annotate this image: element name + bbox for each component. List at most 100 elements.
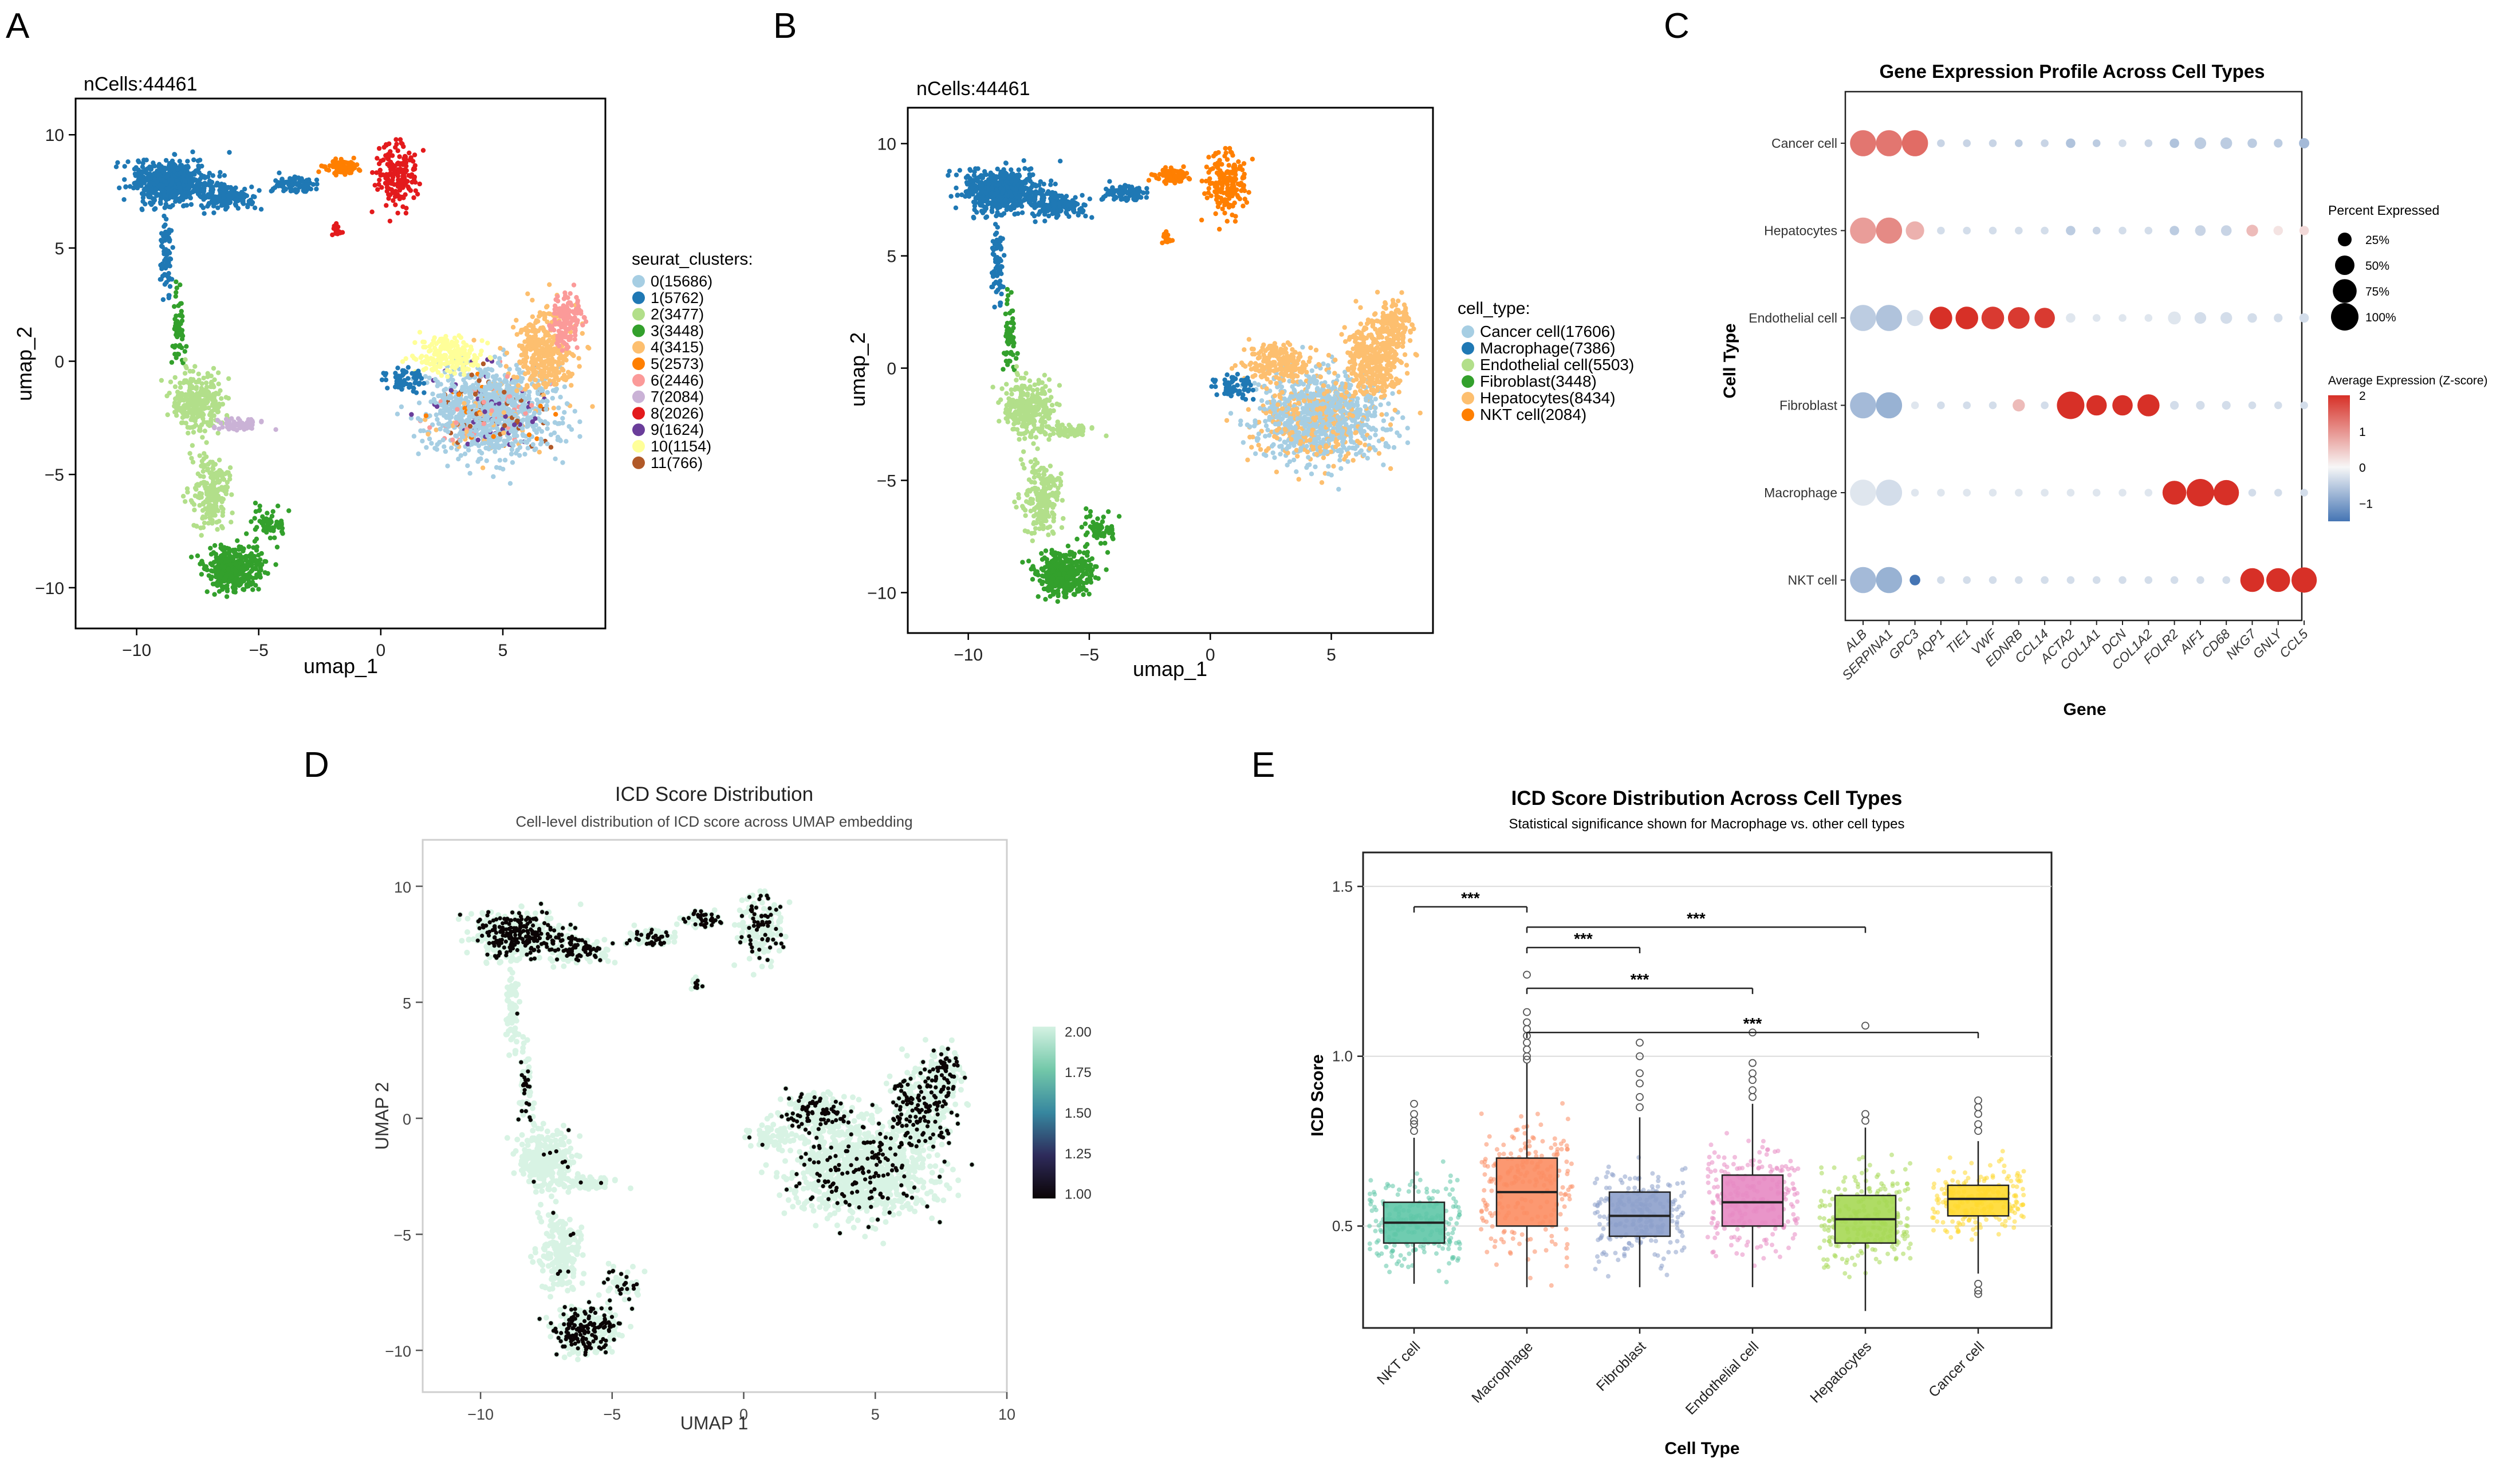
cluster-point [338, 156, 344, 162]
cluster-point [436, 351, 442, 356]
cluster-point [479, 388, 484, 393]
cluster-point [520, 432, 525, 437]
celltype-point [1012, 201, 1017, 207]
celltype-point [985, 201, 991, 207]
cluster-point [220, 552, 225, 558]
cluster-point [428, 399, 434, 404]
cluster-point [556, 359, 561, 364]
cluster-point [281, 184, 286, 190]
cluster-point [250, 567, 255, 572]
cluster-point [400, 373, 405, 378]
cluster-point [196, 163, 201, 168]
cluster-point [569, 427, 574, 432]
cluster-point [208, 576, 214, 581]
cluster-point [301, 186, 306, 192]
cluster-point [527, 322, 533, 327]
cluster-point [522, 451, 527, 457]
cluster-point [182, 371, 188, 376]
cluster-point [483, 386, 488, 391]
cluster-point [574, 345, 580, 350]
cluster-point [513, 431, 518, 437]
cluster-point [528, 375, 533, 380]
cluster-point [203, 515, 208, 520]
cluster-point [393, 202, 398, 207]
cluster-point [497, 377, 502, 382]
cluster-point [196, 170, 202, 175]
celltype-point [990, 205, 995, 210]
cluster-point [526, 432, 532, 438]
cluster-point [510, 460, 515, 465]
cluster-point [148, 180, 153, 186]
celltype-point [1213, 211, 1218, 217]
cluster-point [170, 164, 176, 169]
cluster-point [444, 360, 450, 366]
cluster-point [560, 314, 565, 319]
cluster-point [153, 206, 158, 211]
cluster-point [462, 372, 467, 378]
cluster-point [205, 203, 210, 209]
cluster-point [413, 180, 418, 185]
cluster-point [179, 420, 184, 426]
cluster-point [415, 374, 420, 380]
celltype-point [1233, 214, 1238, 219]
cluster-point [276, 525, 281, 530]
cluster-point [467, 394, 472, 399]
cluster-point [207, 171, 212, 176]
celltype-point [1001, 211, 1007, 216]
celltype-point [1208, 167, 1213, 172]
cluster-point [226, 196, 231, 201]
celltype-point [1111, 193, 1116, 198]
cluster-point [216, 382, 221, 387]
cluster-point [207, 178, 212, 184]
cluster-point [522, 387, 528, 392]
cluster-point [404, 206, 409, 211]
celltype-point [997, 182, 1002, 187]
cluster-point [200, 435, 205, 440]
cluster-point [140, 199, 145, 204]
cluster-point [530, 419, 536, 425]
legend-label: 1(5762) [651, 289, 704, 306]
cluster-point [416, 451, 421, 457]
cluster-point [465, 463, 470, 469]
cluster-point [491, 417, 496, 422]
cluster-point [333, 170, 338, 175]
cluster-point [481, 425, 486, 430]
cluster-point [435, 379, 440, 384]
cluster-point [501, 404, 506, 410]
cluster-point [438, 336, 443, 342]
cluster-point [229, 492, 234, 497]
cluster-point [468, 362, 474, 367]
cluster-point [403, 181, 408, 186]
celltype-point [1215, 200, 1220, 206]
legend-label: 0(15686) [651, 273, 712, 290]
legend-swatch [632, 291, 645, 304]
cluster-point [265, 510, 270, 516]
cluster-point [220, 525, 225, 530]
cluster-point [526, 343, 531, 348]
cluster-point [509, 441, 514, 446]
celltype-point [1070, 199, 1075, 205]
cluster-point [509, 451, 514, 457]
cluster-point [214, 567, 219, 572]
cluster-point [227, 465, 233, 470]
cluster-point [423, 413, 429, 418]
cluster-point [215, 489, 220, 494]
cluster-point [188, 171, 193, 176]
cluster-point [185, 159, 190, 164]
cluster-point [436, 421, 442, 426]
legend-swatch [632, 308, 645, 321]
cluster-point [166, 249, 171, 254]
cluster-point [176, 303, 181, 308]
cluster-point [489, 408, 494, 413]
cluster-point [184, 414, 190, 419]
cluster-point [565, 344, 571, 350]
celltype-point [954, 172, 959, 178]
celltype-point [1042, 218, 1048, 223]
cluster-point [502, 458, 508, 463]
cluster-point [450, 410, 455, 416]
cluster-point [215, 526, 220, 532]
cluster-point [485, 340, 490, 345]
cluster-point [227, 424, 233, 429]
celltype-point [1014, 187, 1019, 192]
cluster-point [172, 384, 178, 390]
